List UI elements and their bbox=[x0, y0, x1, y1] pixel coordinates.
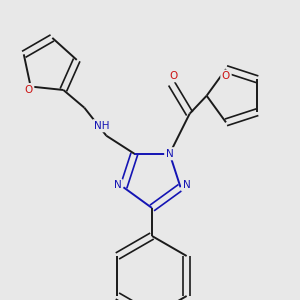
Text: O: O bbox=[169, 71, 178, 81]
Text: N: N bbox=[114, 180, 121, 190]
Text: NH: NH bbox=[94, 121, 109, 131]
Text: N: N bbox=[166, 149, 173, 159]
Text: O: O bbox=[25, 85, 33, 94]
Text: N: N bbox=[183, 180, 190, 190]
Text: O: O bbox=[222, 71, 230, 81]
